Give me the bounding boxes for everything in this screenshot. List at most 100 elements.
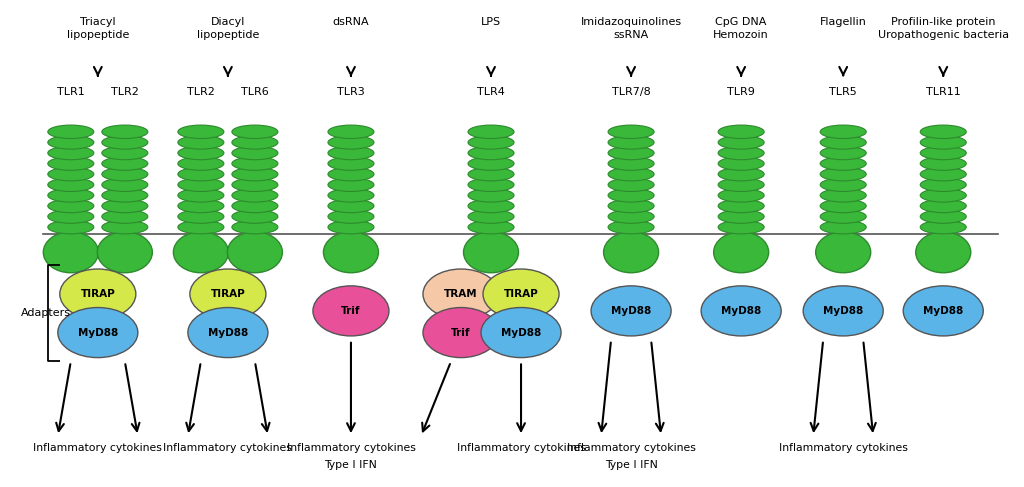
Ellipse shape [101,136,147,149]
Text: MyD88: MyD88 [208,328,248,337]
Ellipse shape [903,286,983,336]
Ellipse shape [915,232,971,273]
Ellipse shape [921,178,967,191]
Ellipse shape [608,125,654,138]
Ellipse shape [59,269,136,319]
Ellipse shape [48,210,94,223]
Text: TLR2: TLR2 [111,87,139,97]
Ellipse shape [921,157,967,170]
Text: Trif: Trif [452,328,471,337]
Ellipse shape [423,269,499,319]
Ellipse shape [101,210,147,223]
Ellipse shape [178,168,224,181]
Ellipse shape [608,146,654,160]
Ellipse shape [803,286,884,336]
Ellipse shape [468,157,514,170]
Ellipse shape [921,210,967,223]
Text: Inflammatory cytokines: Inflammatory cytokines [457,443,586,453]
Ellipse shape [820,199,866,213]
Ellipse shape [468,136,514,149]
Ellipse shape [48,221,94,234]
Ellipse shape [718,178,764,191]
Ellipse shape [328,146,374,160]
Ellipse shape [468,199,514,213]
Ellipse shape [231,125,278,138]
Ellipse shape [468,178,514,191]
Text: MyD88: MyD88 [611,306,651,316]
Text: Imidazoquinolines
ssRNA: Imidazoquinolines ssRNA [581,17,682,39]
Text: MyD88: MyD88 [501,328,541,337]
Ellipse shape [328,210,374,223]
Ellipse shape [608,221,654,234]
Ellipse shape [608,178,654,191]
Ellipse shape [101,168,147,181]
Ellipse shape [48,178,94,191]
Ellipse shape [178,136,224,149]
Ellipse shape [483,269,559,319]
Ellipse shape [328,178,374,191]
Ellipse shape [328,199,374,213]
Ellipse shape [48,157,94,170]
Ellipse shape [921,221,967,234]
Text: Diacyl
lipopeptide: Diacyl lipopeptide [197,17,259,39]
Ellipse shape [921,125,967,138]
Ellipse shape [608,199,654,213]
Text: Type I IFN: Type I IFN [325,460,378,470]
Ellipse shape [921,136,967,149]
Ellipse shape [718,221,764,234]
Text: Inflammatory cytokines: Inflammatory cytokines [34,443,162,453]
Ellipse shape [603,232,658,273]
Ellipse shape [231,157,278,170]
Ellipse shape [718,157,764,170]
Ellipse shape [178,199,224,213]
Ellipse shape [328,168,374,181]
Ellipse shape [718,199,764,213]
Text: Inflammatory cytokines: Inflammatory cytokines [164,443,292,453]
Ellipse shape [178,178,224,191]
Ellipse shape [178,146,224,160]
Text: Triacyl
lipopeptide: Triacyl lipopeptide [67,17,129,39]
Ellipse shape [328,136,374,149]
Ellipse shape [231,146,278,160]
Ellipse shape [231,136,278,149]
Ellipse shape [101,178,147,191]
Text: TLR4: TLR4 [477,87,505,97]
Ellipse shape [468,125,514,138]
Ellipse shape [324,232,379,273]
Ellipse shape [178,125,224,138]
Ellipse shape [48,125,94,138]
Text: Trif: Trif [341,306,360,316]
Text: TIRAP: TIRAP [211,289,246,299]
Text: MyD88: MyD88 [78,328,118,337]
Ellipse shape [608,157,654,170]
Ellipse shape [820,168,866,181]
Ellipse shape [97,232,153,273]
Ellipse shape [101,188,147,202]
Ellipse shape [921,146,967,160]
Text: TIRAP: TIRAP [504,289,539,299]
Ellipse shape [820,157,866,170]
Text: MyD88: MyD88 [721,306,761,316]
Ellipse shape [608,188,654,202]
Ellipse shape [820,178,866,191]
Text: MyD88: MyD88 [823,306,863,316]
Ellipse shape [820,188,866,202]
Ellipse shape [313,286,389,336]
Ellipse shape [178,210,224,223]
Ellipse shape [718,136,764,149]
Text: LPS: LPS [481,17,501,27]
Ellipse shape [468,188,514,202]
Text: TLR9: TLR9 [727,87,755,97]
Text: Inflammatory cytokines: Inflammatory cytokines [287,443,416,453]
Ellipse shape [701,286,781,336]
Ellipse shape [48,146,94,160]
Ellipse shape [464,232,518,273]
Ellipse shape [231,210,278,223]
Text: dsRNA: dsRNA [333,17,370,27]
Ellipse shape [481,307,561,357]
Ellipse shape [231,199,278,213]
Ellipse shape [820,136,866,149]
Ellipse shape [820,146,866,160]
Text: Inflammatory cytokines: Inflammatory cytokines [566,443,695,453]
Ellipse shape [48,136,94,149]
